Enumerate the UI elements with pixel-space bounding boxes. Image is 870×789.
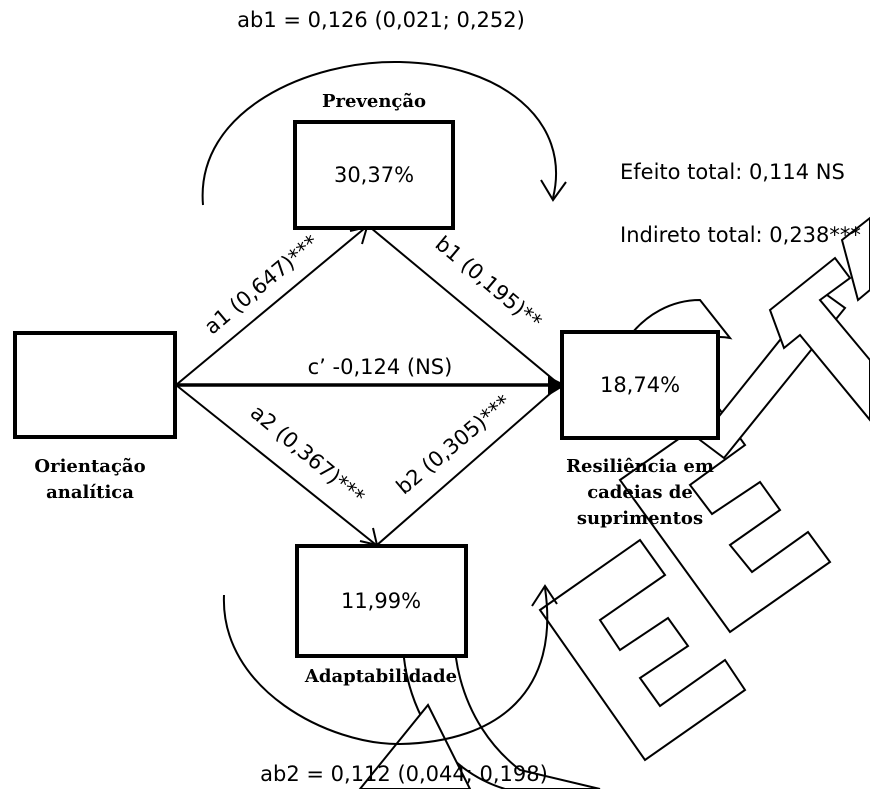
curved-arrow-ab1 [201, 60, 567, 206]
box-prevencao [293, 120, 455, 230]
adaptabilidade-title: Adaptabilidade [304, 666, 457, 687]
curved-arrow-ab2 [222, 584, 558, 746]
resiliencia-title-line1: Resiliência em [566, 456, 714, 477]
watermark-letter-t [768, 256, 870, 422]
orientacao-title-line2: analítica [46, 482, 134, 503]
arrowhead-resiliencia [548, 376, 566, 396]
path-b1-label: b1 (0,195)** [431, 231, 547, 334]
path-lines [175, 225, 566, 547]
prevencao-title: Prevenção [322, 91, 426, 112]
path-a1-label: a1 (0,647)*** [200, 230, 323, 339]
path-b2 [376, 384, 561, 546]
resiliencia-title-line3: suprimentos [577, 508, 703, 529]
box-resiliencia [560, 330, 720, 440]
box-orientacao [13, 331, 177, 439]
path-b2-label: b2 (0,305)*** [392, 390, 516, 499]
path-a1 [175, 227, 366, 386]
box-adaptabilidade [295, 544, 468, 658]
watermark-letter-a [358, 703, 472, 789]
path-b1 [370, 227, 561, 386]
watermark-letter-e2 [618, 408, 832, 634]
ab1-label: ab1 = 0,126 (0,021; 0,252) [237, 8, 525, 32]
efeito-total-label: Efeito total: 0,114 NS [620, 160, 845, 184]
watermark-letter-p [840, 216, 870, 302]
indireto-total-label: Indireto total: 0,238*** [620, 223, 861, 247]
resiliencia-title-line2: cadeias de [587, 482, 693, 503]
path-a2 [175, 384, 376, 545]
path-c-prime-label: c’ -0,124 (NS) [308, 355, 453, 379]
orientacao-title-line1: Orientação [34, 456, 145, 477]
watermark-letter-e [538, 538, 747, 762]
adaptabilidade-value: 11,99% [341, 589, 421, 613]
ab2-label: ab2 = 0,112 (0,044; 0,198) [260, 762, 548, 786]
watermark [358, 216, 870, 789]
resiliencia-value: 18,74% [600, 373, 680, 397]
prevencao-value: 30,37% [334, 163, 414, 187]
